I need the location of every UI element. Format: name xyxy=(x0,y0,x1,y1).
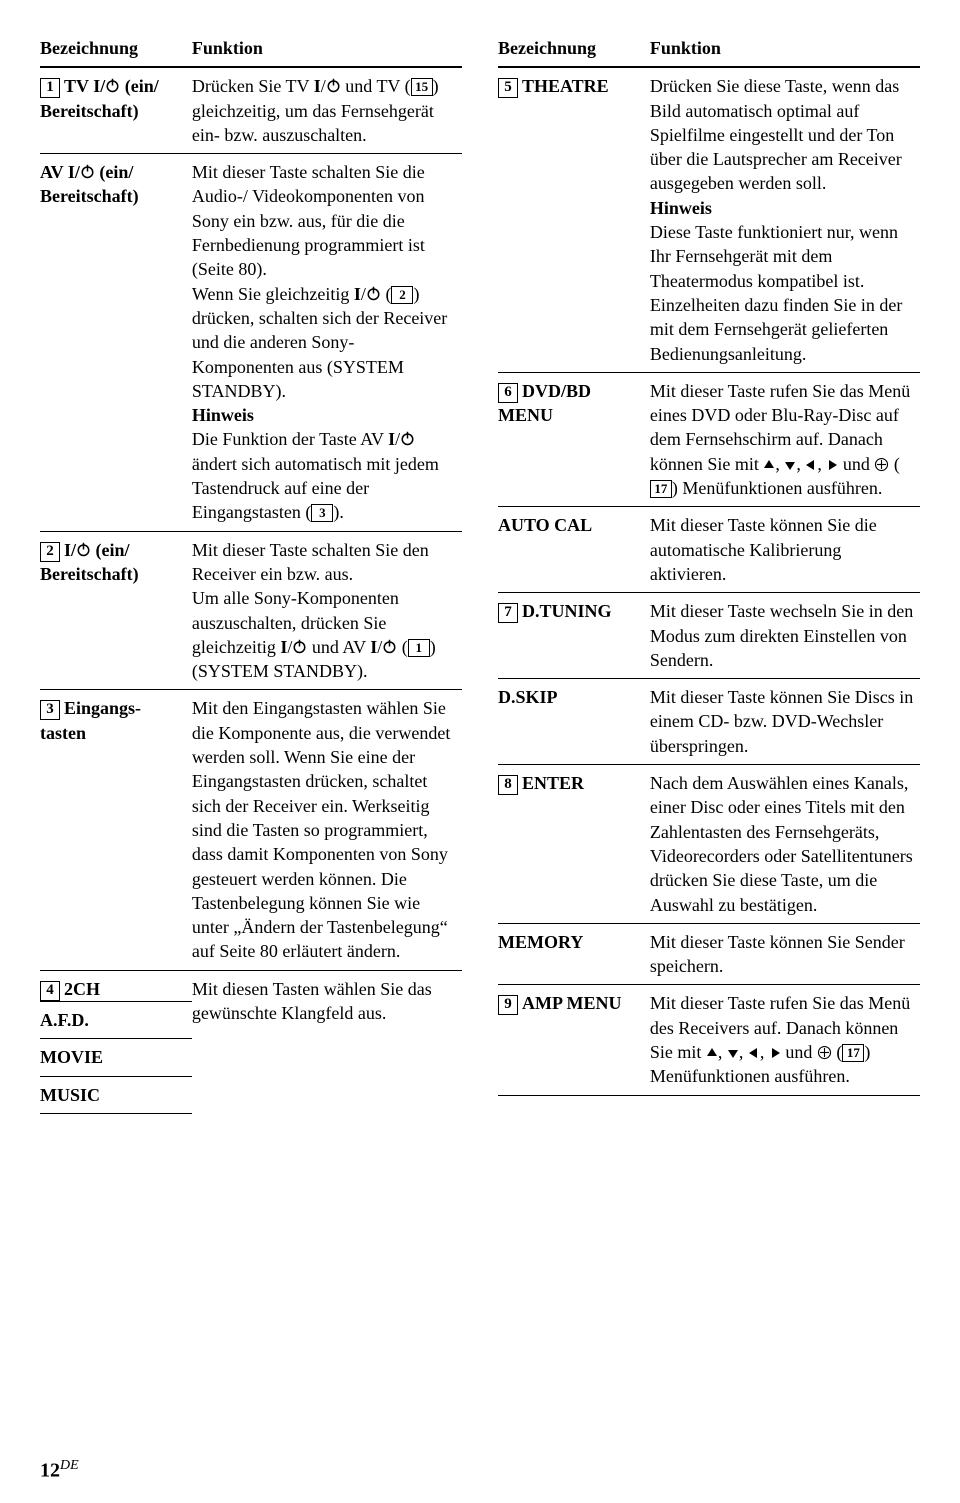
ref-box-icon: 4 xyxy=(40,981,60,1001)
power-icon xyxy=(80,164,95,179)
label-text: AUTO CAL xyxy=(498,507,650,593)
ref-box-icon: 1 xyxy=(408,639,430,657)
label-text: 2CH xyxy=(64,979,100,999)
table-row: MEMORY Mit dieser Taste können Sie Sende… xyxy=(498,923,920,985)
table-row: 2I/ (ein/ Bereitschaft) Mit dieser Taste… xyxy=(40,531,462,690)
table-row: 6DVD/BD MENU Mit dieser Taste rufen Sie … xyxy=(498,372,920,506)
ref-box-icon: 2 xyxy=(40,542,60,562)
hint-heading: Hinweis xyxy=(650,198,712,218)
func-text: Mit dieser Taste können Sie Discs in ein… xyxy=(650,679,920,765)
table-row: 1TV I/ (ein/ Bereitschaft) Drücken Sie T… xyxy=(40,67,462,153)
label-text: D.TUNING xyxy=(522,601,612,621)
func-text: Mit dieser Taste rufen Sie das Menü eine… xyxy=(650,372,920,506)
right-column: Bezeichnung Funktion 5THEATRE Drücken Si… xyxy=(498,32,920,1114)
label-text: AV xyxy=(40,162,68,182)
ref-box-icon: 6 xyxy=(498,383,518,403)
ref-box-icon: 3 xyxy=(40,700,60,720)
table-row: 42CH Mit diesen Tasten wählen Sie das ge… xyxy=(40,970,462,1001)
ref-box-icon: 2 xyxy=(391,286,413,304)
arrow-down-icon xyxy=(784,459,796,471)
arrow-left-icon xyxy=(748,1047,760,1059)
func-text: Mit dieser Taste können Sie die automati… xyxy=(650,507,920,593)
func-text: Mit dieser Taste schalten Sie den Receiv… xyxy=(192,531,462,690)
left-head-bezeichnung: Bezeichnung xyxy=(40,32,192,67)
power-icon xyxy=(366,286,381,301)
table-row: AUTO CAL Mit dieser Taste können Sie die… xyxy=(498,507,920,593)
left-head-funktion: Funktion xyxy=(192,32,462,67)
power-icon xyxy=(382,639,397,654)
ref-box-icon: 7 xyxy=(498,603,518,623)
func-text: Mit diesen Tasten wählen Sie das gewünsc… xyxy=(192,970,462,1113)
arrow-left-icon xyxy=(805,459,817,471)
power-icon xyxy=(105,78,120,93)
func-text: Drücken Sie diese Taste, wenn das Bild a… xyxy=(650,67,920,372)
label-text: D.SKIP xyxy=(498,679,650,765)
arrow-up-icon xyxy=(706,1047,718,1059)
label-text: TV xyxy=(64,76,93,96)
power-icon xyxy=(292,639,307,654)
arrow-right-icon xyxy=(769,1047,781,1059)
hint-heading: Hinweis xyxy=(192,405,254,425)
label-text: A.F.D. xyxy=(40,1001,192,1038)
label-text: AMP MENU xyxy=(522,993,621,1013)
ref-box-icon: 1 xyxy=(40,78,60,98)
page-number: 12DE xyxy=(40,1457,79,1485)
label-text: ENTER xyxy=(522,773,584,793)
label-text: MOVIE xyxy=(40,1039,192,1076)
right-head-bezeichnung: Bezeichnung xyxy=(498,32,650,67)
table-row: 9AMP MENU Mit dieser Taste rufen Sie das… xyxy=(498,985,920,1095)
ref-box-icon: 17 xyxy=(650,480,672,498)
arrow-down-icon xyxy=(727,1047,739,1059)
enter-plus-icon xyxy=(874,457,889,472)
label-text: MUSIC xyxy=(40,1076,192,1113)
table-row: 7D.TUNING Mit dieser Taste wechseln Sie … xyxy=(498,593,920,679)
left-column: Bezeichnung Funktion 1TV I/ (ein/ Bereit… xyxy=(40,32,462,1114)
ref-box-icon: 15 xyxy=(411,78,433,96)
ref-box-icon: 5 xyxy=(498,78,518,98)
table-row: AV I/ (ein/ Bereitschaft) Mit dieser Tas… xyxy=(40,154,462,531)
ref-box-icon: 9 xyxy=(498,995,518,1015)
func-text: Mit dieser Taste rufen Sie das Menü des … xyxy=(650,985,920,1095)
power-icon xyxy=(326,78,341,93)
power-icon xyxy=(400,431,415,446)
ref-box-icon: 17 xyxy=(842,1044,864,1062)
enter-plus-icon xyxy=(817,1045,832,1060)
func-text: Mit dieser Taste wechseln Sie in den Mod… xyxy=(650,593,920,679)
func-text: Drücken Sie TV I/ und TV (15) gleichzeit… xyxy=(192,67,462,153)
arrow-up-icon xyxy=(763,459,775,471)
func-text: Mit dieser Taste können Sie Sender speic… xyxy=(650,923,920,985)
func-text: Mit den Eingangstasten wählen Sie die Ko… xyxy=(192,690,462,970)
power-icon xyxy=(76,542,91,557)
label-text: MEMORY xyxy=(498,923,650,985)
right-head-funktion: Funktion xyxy=(650,32,920,67)
table-row: 3Eingangs- tasten Mit den Eingangstasten… xyxy=(40,690,462,970)
ref-box-icon: 3 xyxy=(311,504,333,522)
right-table: Bezeichnung Funktion 5THEATRE Drücken Si… xyxy=(498,32,920,1108)
arrow-right-icon xyxy=(826,459,838,471)
func-text: Nach dem Auswählen eines Kanals, einer D… xyxy=(650,765,920,924)
left-table: Bezeichnung Funktion 1TV I/ (ein/ Bereit… xyxy=(40,32,462,1114)
table-row: 5THEATRE Drücken Sie diese Taste, wenn d… xyxy=(498,67,920,372)
ref-box-icon: 8 xyxy=(498,775,518,795)
func-text: Mit dieser Taste schalten Sie die Audio-… xyxy=(192,154,462,531)
table-row: 8ENTER Nach dem Auswählen eines Kanals, … xyxy=(498,765,920,924)
table-row: D.SKIP Mit dieser Taste können Sie Discs… xyxy=(498,679,920,765)
page-columns: Bezeichnung Funktion 1TV I/ (ein/ Bereit… xyxy=(40,32,920,1114)
label-text: THEATRE xyxy=(522,76,609,96)
